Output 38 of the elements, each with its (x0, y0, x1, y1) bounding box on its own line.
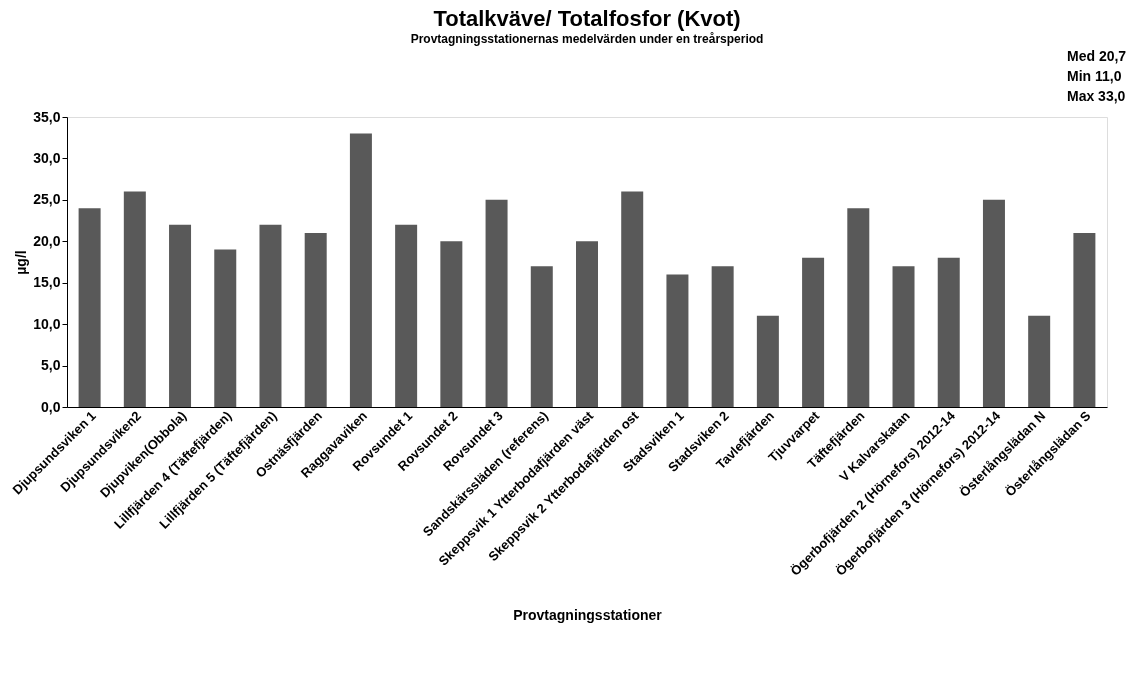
y-tick-label: 25,0 (33, 191, 61, 208)
y-tick-label: 10,0 (33, 315, 61, 332)
bar (576, 241, 598, 407)
chart-title: Totalkväve/ Totalfosfor (Kvot) (433, 6, 741, 31)
x-axis-title: Provtagningsstationer (513, 606, 663, 623)
y-tick-label: 35,0 (33, 108, 61, 125)
bar (530, 266, 553, 407)
bar (485, 199, 508, 407)
bar (395, 224, 418, 407)
bar (123, 191, 146, 407)
bar (349, 133, 372, 407)
bar (982, 199, 1005, 407)
y-tick-label: 15,0 (33, 274, 61, 291)
bar (1028, 315, 1051, 407)
bar (802, 257, 825, 407)
bar (937, 257, 960, 407)
bar (259, 224, 282, 407)
bar (756, 315, 779, 407)
y-tick-label: 30,0 (33, 149, 61, 166)
bar (1073, 233, 1096, 407)
y-axis-title: µg/l (13, 250, 30, 275)
bar (169, 224, 192, 407)
text: Min 11,0 (1067, 68, 1122, 84)
y-tick-label: 20,0 (33, 232, 61, 249)
bar (847, 208, 870, 407)
y-tick-label: 0,0 (41, 398, 61, 415)
y-tick-label: 5,0 (41, 357, 61, 374)
bar (440, 241, 463, 407)
bar (666, 274, 689, 407)
chart-subtitle: Provtagningsstationernas medelvärden under en treårsperiod (410, 32, 764, 46)
text: Med 20,7 (1067, 48, 1127, 64)
bar (892, 266, 915, 407)
bar (621, 191, 644, 407)
bar (711, 266, 734, 407)
bar (78, 208, 101, 407)
text: Max 33,0 (1067, 88, 1126, 104)
bar (304, 233, 327, 407)
bar (214, 249, 237, 407)
